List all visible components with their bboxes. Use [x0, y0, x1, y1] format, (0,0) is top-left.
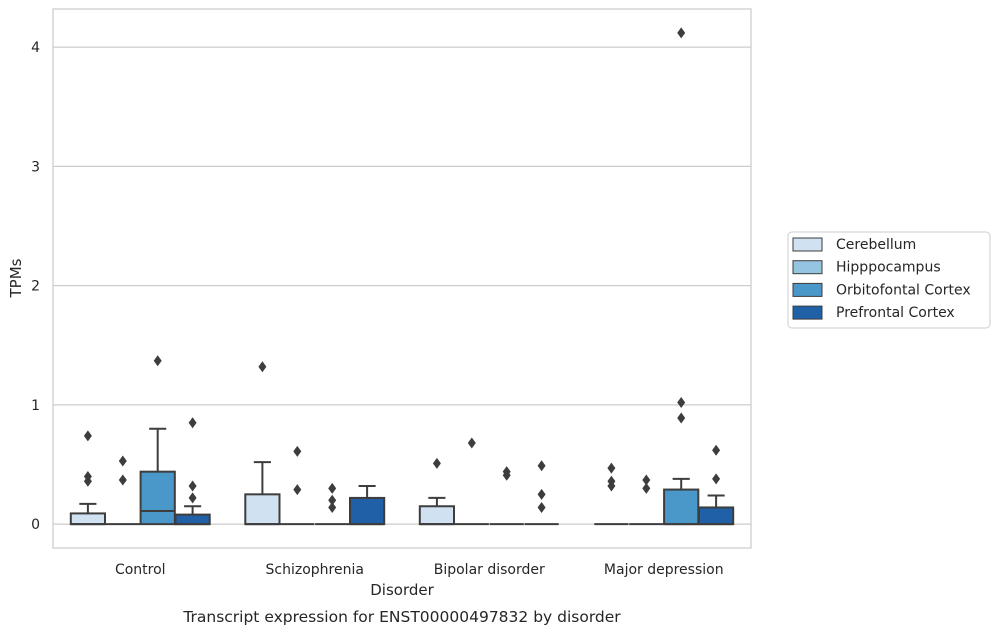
box-body — [69, 512, 107, 526]
x-axis-label: Disorder — [370, 581, 434, 599]
y-tick-label: 3 — [31, 159, 40, 175]
y-axis-label: TPMs — [7, 258, 25, 298]
legend-entry-label: Hipppocampus — [836, 260, 941, 276]
outlier-point — [677, 397, 686, 409]
outlier-point — [712, 444, 721, 456]
outlier-point — [188, 480, 197, 492]
box-body — [418, 505, 456, 526]
y-tick-label: 2 — [31, 279, 40, 295]
outlier-point — [537, 460, 546, 472]
box-prefrontal-cortex — [348, 484, 386, 526]
outlier-point — [188, 417, 197, 429]
outlier-point — [83, 430, 92, 442]
box-hipppocampus — [280, 445, 315, 526]
legend-swatch — [792, 305, 823, 320]
outlier-point — [642, 482, 651, 494]
legend-swatch — [792, 237, 823, 252]
outlier-point — [607, 462, 616, 474]
outlier-point — [328, 482, 337, 494]
x-tick-label: Major depression — [604, 562, 724, 578]
outlier-point — [677, 27, 686, 39]
box-hipppocampus — [629, 474, 664, 526]
outlier-point — [502, 469, 511, 481]
y-tick-label: 0 — [31, 517, 40, 533]
box-body — [139, 470, 176, 526]
outlier-point — [677, 412, 686, 424]
box-hipppocampus — [105, 455, 140, 526]
x-tick-label: Bipolar disorder — [434, 562, 545, 578]
outlier-point — [328, 501, 337, 513]
y-tick-label: 4 — [31, 40, 40, 56]
outlier-point — [293, 484, 302, 496]
box-prefrontal-cortex — [697, 444, 735, 526]
box-cerebellum — [69, 430, 107, 526]
outlier-point — [118, 474, 127, 486]
x-tick-label: Control — [115, 562, 166, 578]
outlier-point — [712, 473, 721, 485]
box-orbitofontal-cortex — [139, 355, 176, 526]
box-cerebellum — [418, 457, 456, 526]
legend: Cerebellum Hipppocampus Orbitofontal Corte… — [787, 231, 991, 329]
outlier-point — [607, 480, 616, 492]
outlier-point — [537, 488, 546, 500]
box-body — [244, 493, 281, 526]
legend-entry-label: Prefrontal Cortex — [836, 305, 955, 321]
box-prefrontal-cortex — [524, 460, 559, 526]
plot-area — [69, 27, 735, 526]
outlier-point — [467, 437, 476, 449]
legend-entry-label: Orbitofontal Cortex — [836, 282, 971, 298]
box-body — [174, 513, 211, 526]
outlier-point — [642, 474, 651, 486]
box-body — [663, 488, 700, 526]
box-prefrontal-cortex — [174, 417, 211, 526]
box-orbitofontal-cortex — [663, 27, 700, 526]
y-tick-label: 1 — [31, 398, 40, 414]
box-orbitofontal-cortex — [315, 482, 350, 526]
outlier-point — [188, 492, 197, 504]
legend-frame — [787, 231, 991, 329]
legend-entry-label: Cerebellum — [836, 237, 916, 253]
outlier-point — [432, 457, 441, 469]
box-cerebellum — [244, 361, 281, 526]
box-body — [697, 506, 735, 526]
legend-swatch — [792, 282, 823, 297]
outlier-point — [328, 494, 337, 506]
outlier-point — [537, 501, 546, 513]
outlier-point — [153, 355, 162, 367]
y-tick-labels: 0 1 2 3 4 — [31, 40, 40, 533]
outlier-point — [118, 455, 127, 467]
legend-swatch — [792, 260, 823, 275]
chart-caption: Transcript expression for ENST0000049783… — [182, 608, 621, 626]
box-hipppocampus — [454, 437, 489, 526]
box-orbitofontal-cortex — [489, 466, 524, 526]
box-body — [348, 496, 386, 526]
x-tick-label: Schizophrenia — [266, 562, 364, 578]
x-tick-labels: Control Schizophrenia Bipolar disorder Majo… — [115, 562, 724, 578]
outlier-point — [293, 445, 302, 457]
outlier-point — [83, 475, 92, 487]
outlier-point — [258, 361, 267, 373]
plot-frame — [52, 8, 752, 549]
box-cerebellum — [594, 462, 629, 526]
